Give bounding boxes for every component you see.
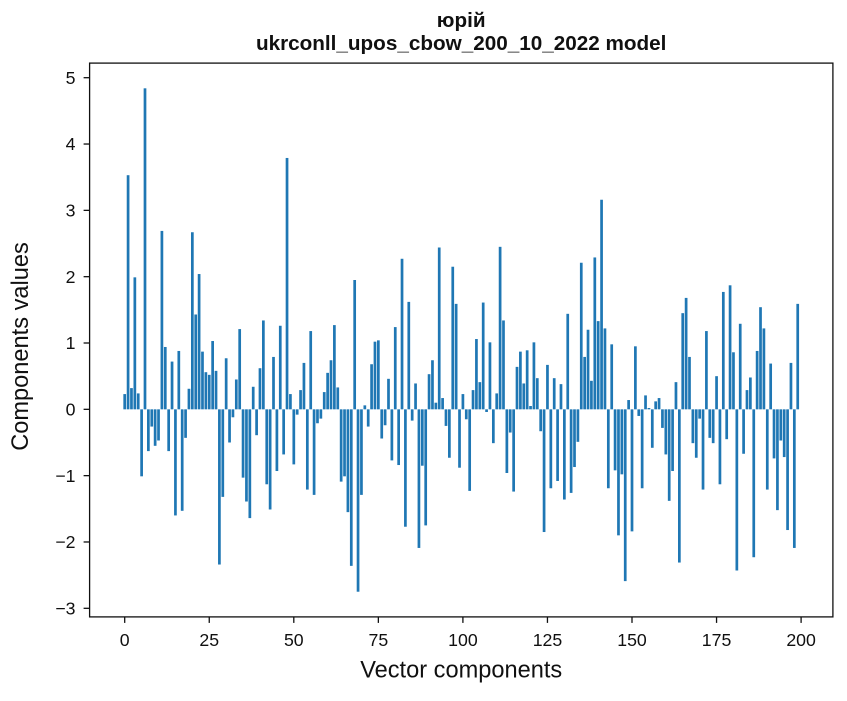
svg-text:−1: −1 [55, 466, 75, 486]
svg-text:150: 150 [617, 630, 647, 650]
svg-text:5: 5 [66, 68, 76, 88]
svg-text:Components values: Components values [8, 242, 34, 451]
svg-text:0: 0 [66, 399, 76, 419]
svg-text:3: 3 [66, 200, 76, 220]
svg-text:2: 2 [66, 267, 76, 287]
svg-text:Vector components: Vector components [360, 657, 562, 683]
svg-text:175: 175 [702, 630, 732, 650]
svg-text:25: 25 [199, 630, 219, 650]
svg-text:50: 50 [284, 630, 304, 650]
svg-text:−3: −3 [55, 598, 75, 618]
svg-text:125: 125 [533, 630, 563, 650]
svg-text:−2: −2 [55, 532, 75, 552]
svg-text:ukrconll_upos_cbow_200_10_2022: ukrconll_upos_cbow_200_10_2022 model [256, 32, 667, 55]
svg-text:100: 100 [448, 630, 478, 650]
svg-text:4: 4 [66, 134, 76, 154]
svg-text:0: 0 [120, 630, 130, 650]
svg-text:1: 1 [66, 333, 76, 353]
svg-text:юрій: юрій [437, 9, 486, 32]
svg-text:200: 200 [786, 630, 816, 650]
svg-text:75: 75 [369, 630, 389, 650]
